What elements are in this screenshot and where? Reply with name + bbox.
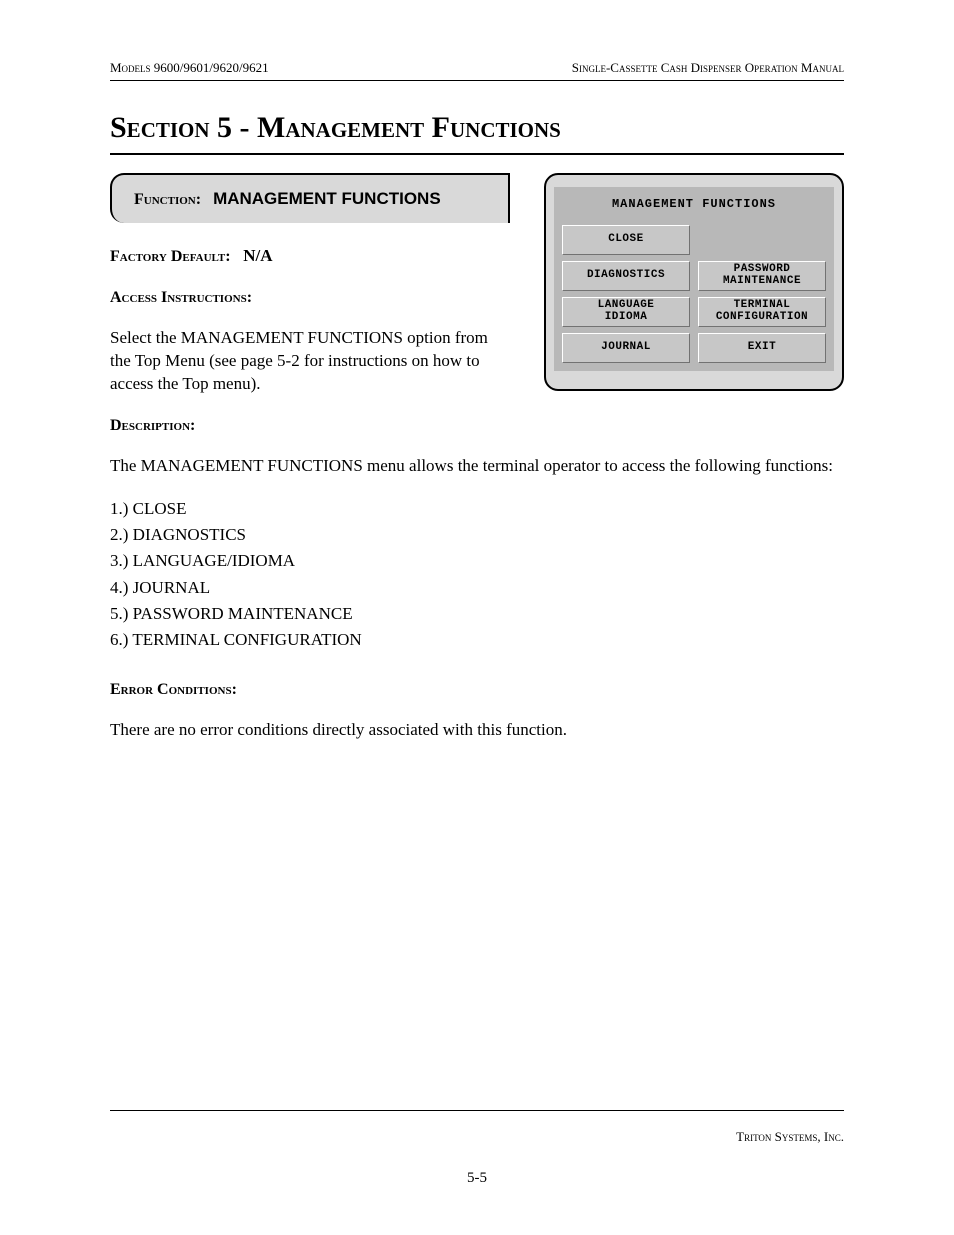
atm-button[interactable]: DIAGNOSTICS bbox=[562, 261, 690, 291]
section-title: Section 5 - Management Functions bbox=[110, 111, 844, 145]
list-item: 6.) TERMINAL CONFIGURATION bbox=[110, 627, 844, 653]
access-instructions-label: Access Instructions: bbox=[110, 289, 252, 306]
header-right: Single-Cassette Cash Dispenser Operation… bbox=[572, 60, 844, 76]
description-text: The MANAGEMENT FUNCTIONS menu allows the… bbox=[110, 455, 844, 478]
atm-button[interactable]: LANGUAGEIDIOMA bbox=[562, 297, 690, 327]
atm-button[interactable]: JOURNAL bbox=[562, 333, 690, 363]
atm-button[interactable]: TERMINALCONFIGURATION bbox=[698, 297, 826, 327]
atm-button[interactable]: CLOSE bbox=[562, 225, 690, 255]
description-label-row: Description: bbox=[110, 414, 844, 437]
factory-default-value: N/A bbox=[243, 246, 272, 265]
content: MANAGEMENT FUNCTIONS CLOSE DIAGNOSTICS PAS… bbox=[110, 173, 844, 742]
description-label: Description: bbox=[110, 417, 195, 434]
function-list: 1.) CLOSE2.) DIAGNOSTICS3.) LANGUAGE/IDI… bbox=[110, 496, 844, 654]
list-item: 2.) DIAGNOSTICS bbox=[110, 522, 844, 548]
footer-company: Triton Systems, Inc. bbox=[736, 1129, 844, 1145]
list-item: 1.) CLOSE bbox=[110, 496, 844, 522]
error-conditions-label: Error Conditions: bbox=[110, 681, 237, 698]
atm-button[interactable]: EXIT bbox=[698, 333, 826, 363]
error-conditions-text: There are no error conditions directly a… bbox=[110, 719, 844, 742]
atm-screen-title: MANAGEMENT FUNCTIONS bbox=[562, 197, 826, 211]
list-item: 3.) LANGUAGE/IDIOMA bbox=[110, 548, 844, 574]
section-rule bbox=[110, 153, 844, 155]
factory-default-label: Factory Default: bbox=[110, 248, 231, 265]
atm-screen-panel: MANAGEMENT FUNCTIONS CLOSE DIAGNOSTICS PAS… bbox=[544, 173, 844, 391]
error-label-row: Error Conditions: bbox=[110, 678, 844, 701]
page-header: Models 9600/9601/9620/9621 Single-Casset… bbox=[110, 60, 844, 76]
header-rule bbox=[110, 80, 844, 81]
atm-button-grid: CLOSE DIAGNOSTICS PASSWORDMAINTENANCE LANGU… bbox=[562, 225, 826, 363]
access-instructions-text: Select the MANAGEMENT FUNCTIONS option f… bbox=[110, 327, 490, 396]
footer-rule bbox=[110, 1110, 844, 1111]
atm-button[interactable]: PASSWORDMAINTENANCE bbox=[698, 261, 826, 291]
footer-page-number: 5-5 bbox=[0, 1170, 954, 1187]
header-left: Models 9600/9601/9620/9621 bbox=[110, 60, 269, 76]
list-item: 5.) PASSWORD MAINTENANCE bbox=[110, 601, 844, 627]
page: Models 9600/9601/9620/9621 Single-Casset… bbox=[0, 0, 954, 1235]
function-label: Function: bbox=[134, 191, 201, 208]
atm-button-blank bbox=[698, 225, 826, 255]
list-item: 4.) JOURNAL bbox=[110, 575, 844, 601]
function-value: MANAGEMENT FUNCTIONS bbox=[213, 189, 441, 208]
atm-screen-inner: MANAGEMENT FUNCTIONS CLOSE DIAGNOSTICS PAS… bbox=[554, 187, 834, 371]
function-tab: Function: MANAGEMENT FUNCTIONS bbox=[110, 173, 510, 223]
